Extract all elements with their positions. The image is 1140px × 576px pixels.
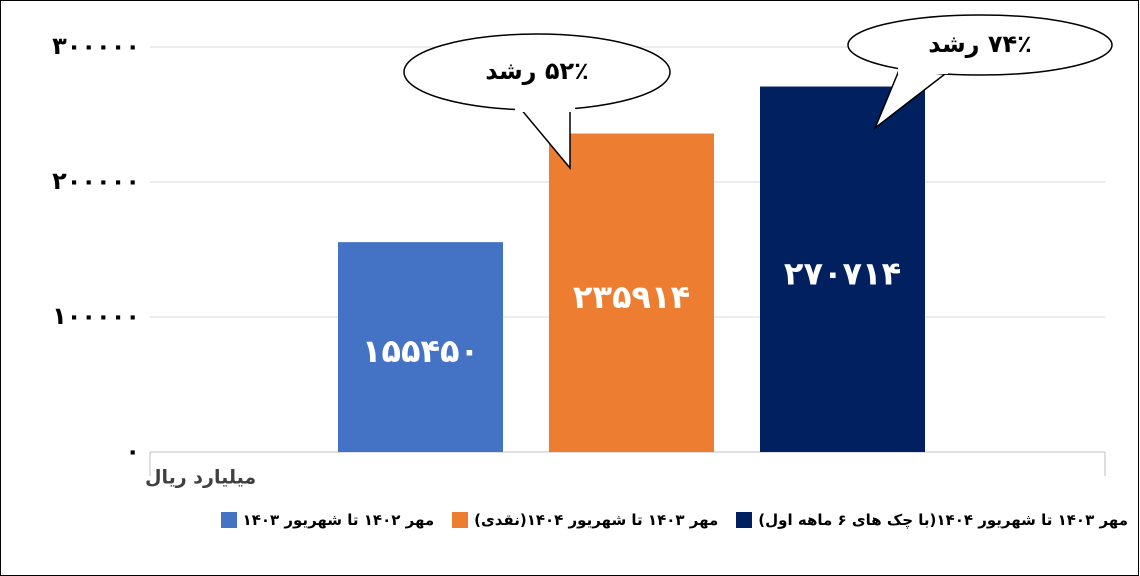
y-tick-label: ۰ [125, 437, 140, 465]
legend-swatch [736, 512, 753, 528]
y-tick-label: ۱۰۰۰۰۰ [52, 302, 140, 330]
y-axis-label: میلیارد ریال [145, 467, 256, 489]
value-label: ۱۵۵۴۵۰ [362, 332, 479, 370]
callout-join [898, 62, 948, 74]
legend-label: مهر ۱۴۰۳ تا شهریور ۱۴۰۴(نقدی) [474, 511, 719, 529]
legend-label: مهر ۱۴۰۳ تا شهریور ۱۴۰۴(با چک های ۶ ماهه… [758, 511, 1128, 529]
value-label: ۲۳۵۹۱۴ [573, 278, 690, 316]
plot: ۰ ۱۰۰۰۰۰ ۲۰۰۰۰۰ ۳۰۰۰۰۰ ۱۵۵۴۵۰ ۲۳۵۹۱۴ ۲۷۰۷۱۴ [52, 32, 1106, 476]
y-tick-label: ۲۰۰۰۰۰ [52, 167, 140, 195]
legend-label: مهر ۱۴۰۲ تا شهریور ۱۴۰۳ [242, 511, 435, 529]
value-label: ۲۷۰۷۱۴ [784, 254, 901, 292]
callout-bubble [847, 14, 1113, 76]
legend: مهر ۱۴۰۳ تا شهریور ۱۴۰۴(با چک های ۶ ماهه… [220, 511, 1128, 529]
legend-swatch [452, 512, 469, 528]
callout-text: ۵۲٪ رشد [485, 57, 589, 85]
callout: ۵۲٪ رشد [403, 33, 671, 171]
bar [760, 86, 925, 452]
legend-item: مهر ۱۴۰۳ تا شهریور ۱۴۰۴(نقدی) [452, 511, 718, 529]
callout: ۷۴٪ رشد [847, 14, 1113, 131]
callout-join [515, 100, 575, 112]
legend-item: مهر ۱۴۰۲ تا شهریور ۱۴۰۳ [220, 511, 435, 529]
callout-text: ۷۴٪ رشد [928, 30, 1032, 58]
bar [549, 133, 714, 452]
legend-item: مهر ۱۴۰۳ تا شهریور ۱۴۰۴(با چک های ۶ ماهه… [736, 511, 1128, 529]
bar [338, 242, 503, 452]
legend-swatch [220, 512, 237, 528]
y-tick-label: ۳۰۰۰۰۰ [52, 32, 140, 60]
